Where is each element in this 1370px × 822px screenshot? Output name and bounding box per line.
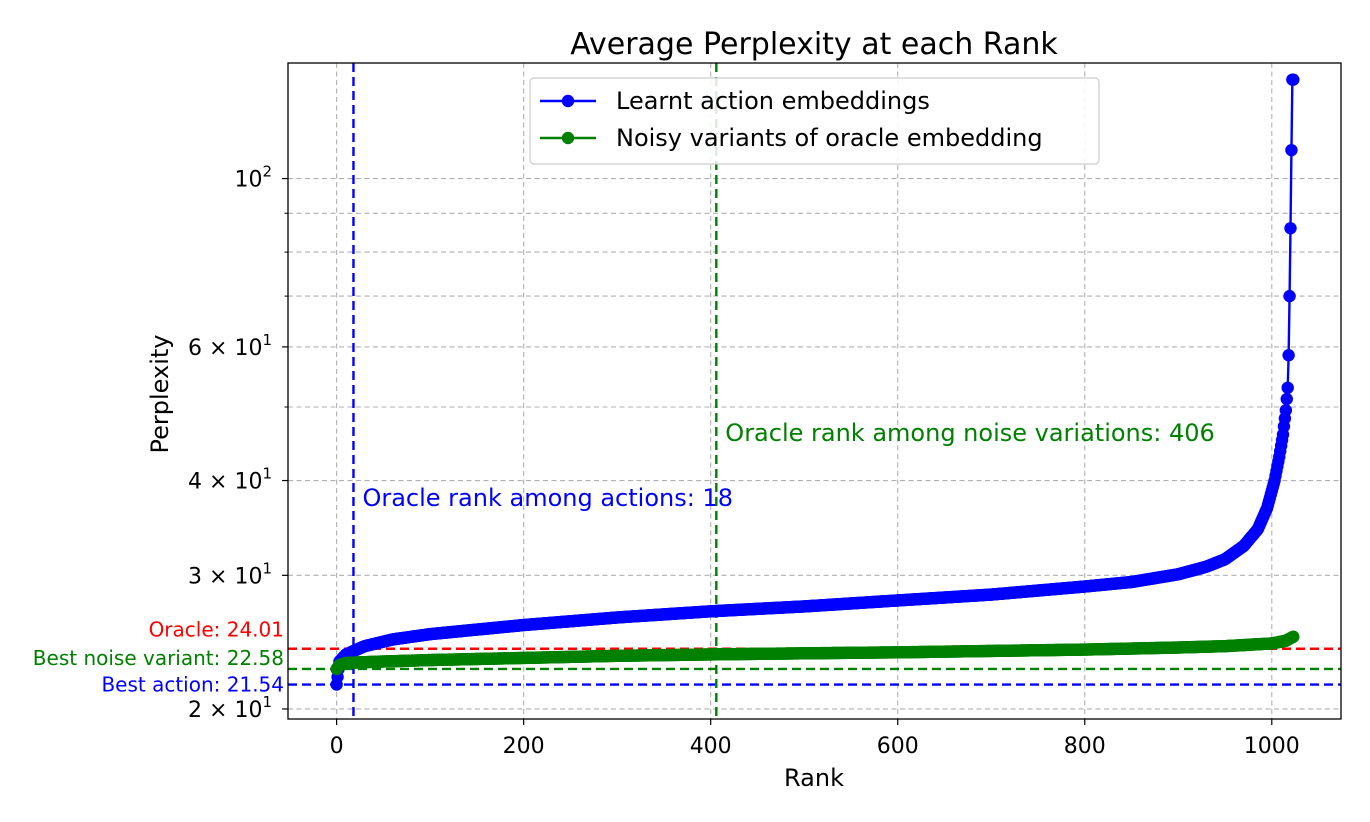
legend-box bbox=[529, 77, 1100, 165]
chart-title: Average Perplexity at each Rank bbox=[570, 27, 1058, 62]
legend-marker bbox=[561, 131, 575, 145]
y-tick-label: 2 × 101 bbox=[188, 693, 272, 723]
axis-ticks: 0 200 400 600 800 1000 2 × 101 3 × 101 4 × 101 6 … bbox=[188, 163, 1300, 759]
y-tick-label: 102 bbox=[234, 163, 272, 193]
x-tick-label: 200 bbox=[503, 734, 545, 759]
reference-label: Oracle rank among actions: 18 bbox=[362, 484, 733, 512]
reference-label: Oracle rank among noise variations: 406 bbox=[725, 419, 1215, 447]
series-layer bbox=[330, 73, 1300, 691]
data-point bbox=[1282, 349, 1295, 362]
data-point bbox=[1287, 73, 1300, 86]
legend-label: Learnt action embeddings bbox=[616, 87, 930, 115]
data-point bbox=[1287, 630, 1300, 643]
legend-marker bbox=[561, 94, 575, 108]
x-axis-label: Rank bbox=[784, 764, 844, 792]
x-tick-label: 600 bbox=[877, 734, 919, 759]
y-axis-label: Perplexity bbox=[146, 335, 174, 454]
reference-label: Best action: 21.54 bbox=[101, 673, 284, 697]
series-learnt-action-embeddings bbox=[330, 73, 1300, 691]
series-noisy-oracle-variants bbox=[330, 630, 1300, 676]
legend: Learnt action embeddings Noisy variants o… bbox=[529, 77, 1100, 165]
y-tick-label: 4 × 101 bbox=[188, 465, 272, 495]
plot-frame bbox=[287, 62, 1342, 720]
data-point bbox=[1279, 404, 1293, 417]
data-point bbox=[1280, 392, 1293, 406]
y-tick-label: 3 × 101 bbox=[188, 559, 272, 589]
y-tick-label: 6 × 101 bbox=[188, 331, 272, 361]
reference-label: Oracle: 24.01 bbox=[149, 618, 284, 642]
data-point bbox=[1285, 143, 1298, 157]
x-tick-label: 800 bbox=[1064, 734, 1106, 759]
data-point bbox=[1284, 222, 1297, 235]
x-tick-label: 400 bbox=[690, 734, 732, 759]
data-point bbox=[1281, 381, 1294, 394]
data-point bbox=[1283, 289, 1296, 303]
legend-label: Noisy variants of oracle embedding bbox=[616, 124, 1043, 152]
reference-label: Best noise variant: 22.58 bbox=[33, 646, 284, 670]
x-tick-label: 0 bbox=[330, 734, 344, 759]
x-tick-label: 1000 bbox=[1244, 734, 1300, 759]
